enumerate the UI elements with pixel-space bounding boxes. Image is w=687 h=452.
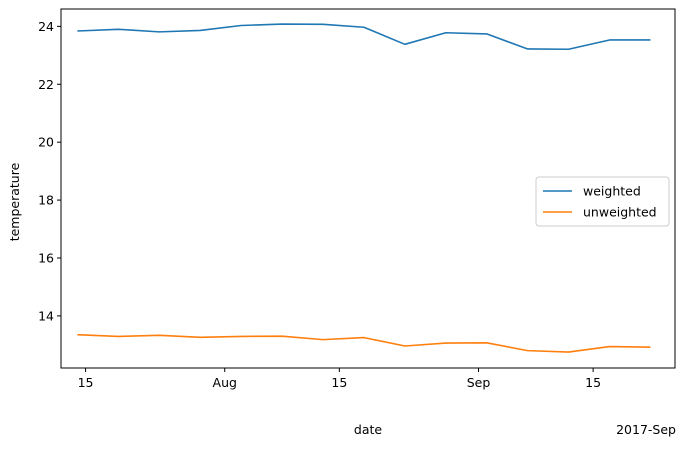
x-axis-offset-label: 2017-Sep <box>616 422 676 437</box>
series-layer <box>77 23 651 353</box>
axis-ticks: 14 16 18 20 22 24 15 Aug 15 Sep 15 <box>38 19 601 390</box>
series-line-unweighted <box>77 333 651 353</box>
y-axis-label: temperature <box>7 162 22 241</box>
legend-label-weighted: weighted <box>583 184 641 199</box>
legend-label-unweighted: unweighted <box>583 205 657 220</box>
x-tick-label: 15 <box>78 375 94 390</box>
series-line-weighted <box>77 23 651 51</box>
y-tick-label: 22 <box>38 77 54 92</box>
x-axis-label: date <box>354 422 382 437</box>
x-tick-label: 15 <box>585 375 601 390</box>
y-tick-label: 16 <box>38 250 54 265</box>
legend: weighted unweighted <box>535 176 670 227</box>
y-tick-label: 24 <box>38 19 54 34</box>
x-tick-label: Sep <box>467 375 491 390</box>
y-tick-label: 20 <box>38 135 54 150</box>
y-tick-label: 18 <box>38 193 54 208</box>
plot-area-frame <box>60 8 676 369</box>
x-tick-label: 15 <box>331 375 347 390</box>
x-tick-label: Aug <box>213 375 237 390</box>
legend-box <box>535 176 670 227</box>
y-tick-label: 14 <box>38 308 54 323</box>
